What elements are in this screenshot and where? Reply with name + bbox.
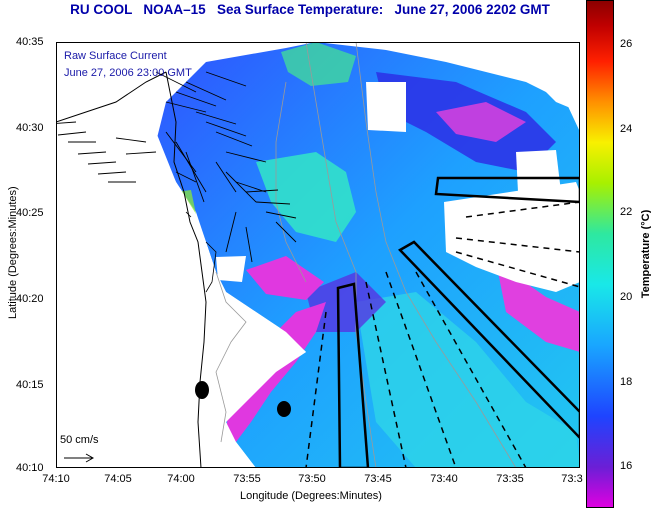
title-product: Sea Surface Temperature: (216, 2, 384, 17)
cloud-mask (516, 150, 561, 192)
x-tick-label: 73:40 (430, 473, 458, 485)
y-axis-title: Latitude (Degrees:Minutes) (7, 186, 19, 319)
y-tick-label: 40:30 (16, 122, 44, 134)
colorbar-title: Temperature (°C) (640, 209, 651, 299)
sst-warm-patch (356, 292, 580, 468)
sst-warm-patch (256, 152, 356, 242)
colorbar-tick-label: 22 (620, 206, 633, 218)
coastline (175, 171, 217, 293)
x-tick-label: 74:00 (167, 473, 195, 485)
y-tick-label: 40:35 (16, 36, 44, 48)
station-marker (195, 381, 209, 399)
x-tick-label: 74:05 (104, 473, 132, 485)
title-datetime: June 27, 2006 2202 GMT (394, 2, 550, 17)
y-tick-label: 40:15 (16, 379, 44, 391)
sst-cold-upwelling (496, 262, 580, 352)
y-tick-label: 40:25 (16, 207, 44, 219)
vector-scale-label: 50 cm/s (60, 434, 99, 446)
x-tick-label: 73:3 (561, 473, 583, 485)
cloud-mask (444, 182, 580, 292)
cloud-mask (216, 256, 246, 282)
cloud-mask (526, 42, 580, 112)
x-tick-label: 74:10 (42, 473, 70, 485)
x-tick-label: 73:55 (233, 473, 261, 485)
x-tick-label: 73:45 (364, 473, 392, 485)
colorbar-tick-label: 26 (620, 38, 633, 50)
y-tick-label: 40:20 (16, 293, 44, 305)
colorbar-tick-label: 18 (620, 376, 633, 388)
page-title: RU COOL NOAA–15 Sea Surface Temperature:… (40, 2, 580, 17)
surface-current-vectors (56, 71, 297, 263)
plot-border (56, 42, 580, 468)
x-axis-title: Longitude (Degrees:Minutes) (240, 490, 382, 502)
y-tick-label: 40:10 (16, 462, 44, 474)
colorbar-tick-label: 20 (620, 291, 633, 303)
sst-cold-upwelling (246, 256, 324, 300)
transect-dashed-lines (305, 201, 580, 468)
sst-warm-patch (281, 42, 356, 86)
bathymetry-contours (215, 42, 517, 468)
cloud-mask (366, 82, 406, 132)
transect-boxes (336, 176, 580, 468)
title-platform: NOAA–15 (143, 2, 206, 17)
sst-cold-upwelling (436, 102, 526, 142)
colorbar (586, 0, 614, 508)
land-mask (56, 42, 306, 468)
title-prefix: RU COOL (70, 2, 133, 17)
sst-map (56, 42, 580, 468)
current-legend-time: June 27, 2006 23:00 GMT (64, 67, 192, 79)
colorbar-tick-label: 24 (620, 123, 633, 135)
colorbar-tick-label: 16 (620, 460, 633, 472)
vector-scale-arrow (64, 453, 95, 463)
x-tick-label: 73:50 (298, 473, 326, 485)
x-tick-label: 73:35 (496, 473, 524, 485)
station-marker (277, 401, 291, 417)
current-legend-label: Raw Surface Current (64, 50, 167, 62)
